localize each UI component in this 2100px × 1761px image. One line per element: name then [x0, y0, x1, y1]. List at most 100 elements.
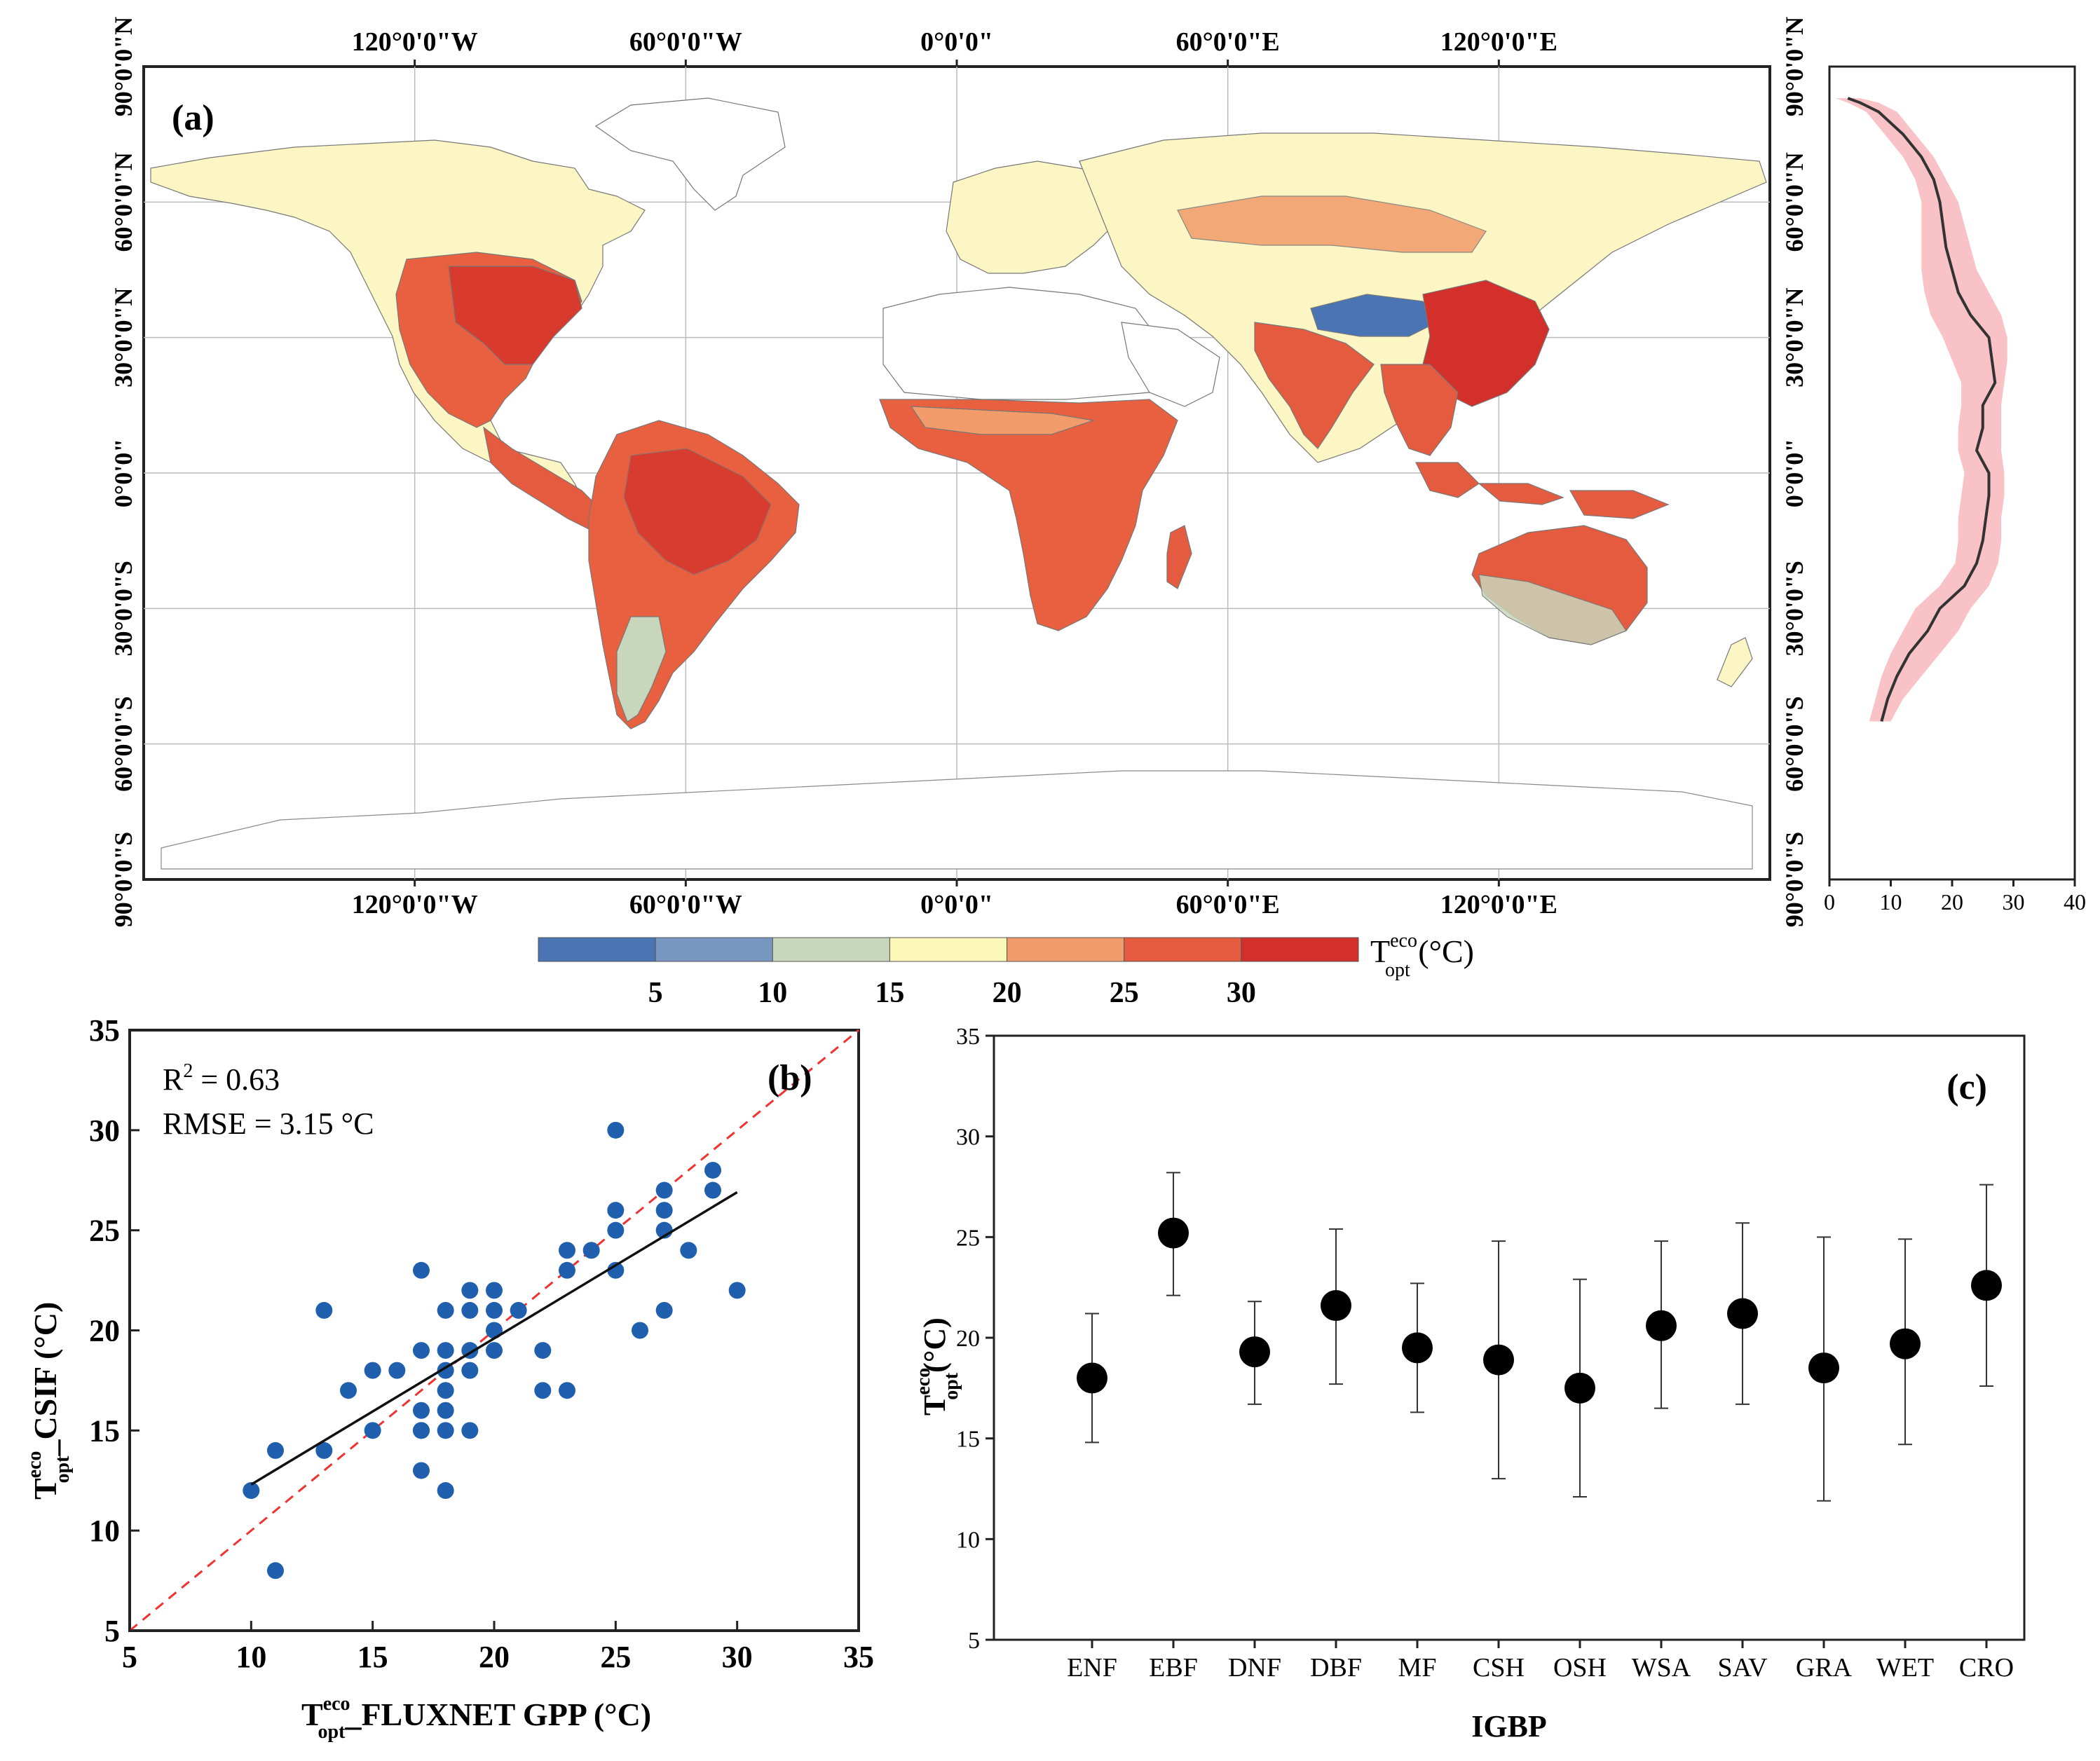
scatter-point [315, 1301, 333, 1319]
scatter-point [267, 1441, 284, 1459]
scatter-point [413, 1342, 430, 1359]
lon-tick-bottom: 120°0'0"W [352, 890, 478, 919]
c-ylabel-sup: eco [913, 1368, 934, 1395]
lat-tick-left: 90°0'0"S [109, 832, 137, 927]
c-x-tick-label: MF [1398, 1653, 1437, 1683]
colorbar-swatch [1241, 937, 1359, 962]
land-australia-south [1478, 574, 1627, 645]
b-y-tick-label: 20 [89, 1314, 120, 1348]
c-ylabel-rest: (°C) [918, 1317, 952, 1373]
scatter-point [559, 1261, 575, 1279]
panel-c-points [1077, 1217, 2002, 1404]
c-ylabel-main: T [918, 1395, 952, 1416]
b-y-tick-label: 10 [89, 1514, 120, 1548]
scatter-point [486, 1282, 503, 1299]
b-y-tick-label: 15 [89, 1413, 120, 1448]
c-ylabel-sub: opt [941, 1372, 962, 1400]
scatter-point [364, 1362, 381, 1379]
scatter-point [461, 1301, 479, 1319]
profile-frame [1828, 65, 2076, 881]
profile-x-tick-label: 10 [1880, 889, 1902, 914]
colorbar-tick-label: 5 [648, 977, 663, 1009]
b-y-tick-label: 30 [89, 1114, 120, 1148]
land-greenland [594, 97, 786, 211]
land-north-america-east [448, 266, 582, 365]
scatter-point [534, 1342, 552, 1359]
b-y-tick-label: 5 [104, 1614, 120, 1648]
profile-uncertainty-band [1835, 98, 2007, 722]
b-y-tick-label: 35 [89, 1013, 120, 1048]
colorbar-tick-label: 10 [758, 977, 787, 1009]
b-xlabel-sup: eco [323, 1693, 350, 1715]
scatter-point [607, 1121, 625, 1139]
colorbar-ticks: 5 10 15 20 25 30 [648, 977, 1256, 1009]
scatter-point [728, 1282, 746, 1299]
category-mean-point [1971, 1270, 2002, 1301]
scatter-point [243, 1482, 260, 1500]
colorbar: 5 10 15 20 25 30 Teco opt (°C) [538, 930, 1474, 1009]
profile-mean-line [1847, 97, 1997, 722]
scatter-point [437, 1482, 454, 1500]
lon-tick-top: 120°0'0"W [352, 27, 478, 57]
panel-c-ylabel: Teco opt(°C) [913, 1317, 962, 1416]
scatter-point [607, 1261, 625, 1279]
b-y-tick-label: 25 [89, 1214, 120, 1248]
land-antarctica [161, 770, 1753, 870]
lat-tick-left: 30°0'0"S [109, 561, 137, 656]
b-x-tick-label: 30 [722, 1640, 753, 1674]
scatter-point [267, 1562, 284, 1580]
c-x-tick-label: SAV [1717, 1653, 1768, 1683]
colorbar-label-unit: (°C) [1410, 933, 1474, 969]
lat-tick-left: 60°0'0"S [109, 696, 137, 791]
b-xlabel-sub: opt [318, 1721, 346, 1743]
c-x-tick-label: EBF [1149, 1653, 1198, 1683]
scatter-point [413, 1422, 430, 1439]
scatter-point [607, 1221, 625, 1239]
category-mean-point [1483, 1344, 1514, 1376]
c-x-tick-label: OSH [1553, 1653, 1607, 1683]
scatter-point [582, 1242, 600, 1259]
lon-tick-bottom: 60°0'0"E [1176, 890, 1280, 919]
category-mean-point [1239, 1336, 1270, 1368]
lat-tick-right: 60°0'0"N [1780, 152, 1808, 252]
category-mean-point [1077, 1362, 1107, 1394]
category-mean-point [1890, 1328, 1921, 1359]
scatter-panel-b: 5 10 15 20 25 30 35 5 10 15 20 25 30 35 R2 = 0.63 RM… [24, 1013, 874, 1743]
colorbar-label-sub: opt [1385, 959, 1410, 981]
scatter-point [413, 1402, 430, 1419]
scatter-point [486, 1301, 503, 1319]
profile-x-tick-label: 20 [1941, 889, 1963, 914]
land-new-zealand [1717, 637, 1753, 687]
panel-c-y-ticks: 5 10 15 20 25 30 35 [956, 1024, 994, 1654]
c-x-tick-label: CRO [1959, 1653, 2014, 1683]
scatter-point [437, 1301, 454, 1319]
colorbar-label-sup: eco [1390, 930, 1417, 952]
scatter-point [655, 1301, 673, 1319]
profile-x-tick-label: 30 [2003, 889, 2025, 914]
panel-c-xlabel: IGBP [1471, 1709, 1547, 1743]
b-x-tick-label: 20 [479, 1640, 510, 1674]
r2-sup: 2 [183, 1060, 193, 1082]
land-africa-savanna [910, 406, 1094, 435]
c-y-tick-label: 5 [968, 1628, 980, 1654]
lon-tick-bottom: 0°0'0" [920, 890, 993, 919]
b-x-tick-label: 35 [843, 1640, 874, 1674]
b-xlabel-rest: _FLUXNET GPP (°C) [344, 1697, 651, 1732]
panel-c-x-ticks: ENF EBF DNF DBF MF CSH OSH WSA SAV GRA WET CRO [1067, 1640, 2014, 1683]
scatter-point [364, 1422, 381, 1439]
b-ylabel-main: T [27, 1478, 63, 1500]
colorbar-tick-label: 25 [1110, 977, 1139, 1009]
b-ylabel-rest: _CSIF (°C) [27, 1302, 63, 1457]
colorbar-label-main: T [1370, 933, 1390, 969]
lon-ticks-bottom: 120°0'0"W 60°0'0"W 0°0'0" 60°0'0"E 120°0'0"E [352, 879, 1557, 919]
lon-tick-bottom: 60°0'0"W [629, 890, 742, 919]
land-indonesia [1415, 462, 1670, 519]
panel-c-label: (c) [1946, 1067, 1987, 1107]
profile-x-tick-label: 0 [1824, 889, 1835, 914]
scatter-point [632, 1322, 648, 1339]
category-mean-point [1321, 1290, 1351, 1322]
scatter-point [655, 1181, 673, 1199]
b-x-tick-label: 15 [357, 1640, 388, 1674]
scatter-point [461, 1282, 479, 1299]
